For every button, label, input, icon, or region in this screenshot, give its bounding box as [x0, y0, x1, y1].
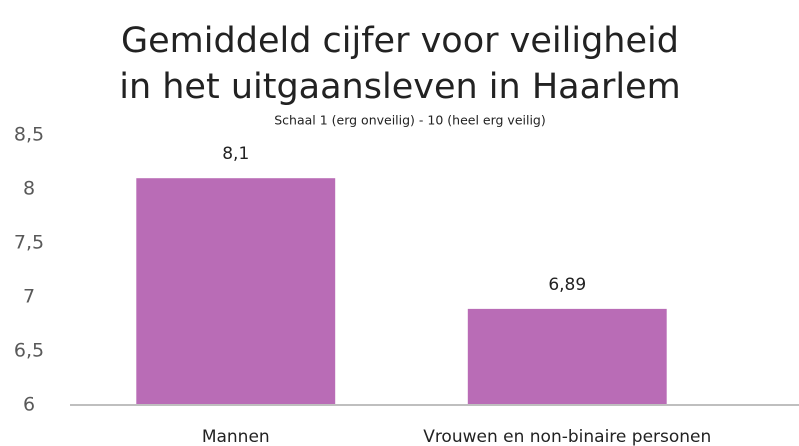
y-tick-label: 8,5: [14, 124, 44, 146]
chart-subtitle: Schaal 1 (erg onveilig) - 10 (heel erg v…: [274, 113, 546, 128]
chart-title-line: Gemiddeld cijfer voor veiligheid: [121, 21, 679, 61]
x-tick-label: Vrouwen en non-binaire personen: [423, 427, 711, 446]
y-tick-label: 8: [23, 178, 35, 200]
y-tick-label: 7: [23, 286, 35, 308]
x-tick-label: Mannen: [202, 427, 270, 446]
y-tick-label: 7,5: [14, 232, 44, 254]
bar: [467, 308, 667, 405]
y-tick-label: 6: [23, 394, 35, 416]
data-label: 6,89: [548, 275, 586, 295]
data-label: 8,1: [222, 144, 249, 164]
bar: [136, 178, 336, 405]
y-tick-label: 6,5: [14, 340, 44, 362]
chart-title-line: in het uitgaansleven in Haarlem: [119, 67, 681, 107]
